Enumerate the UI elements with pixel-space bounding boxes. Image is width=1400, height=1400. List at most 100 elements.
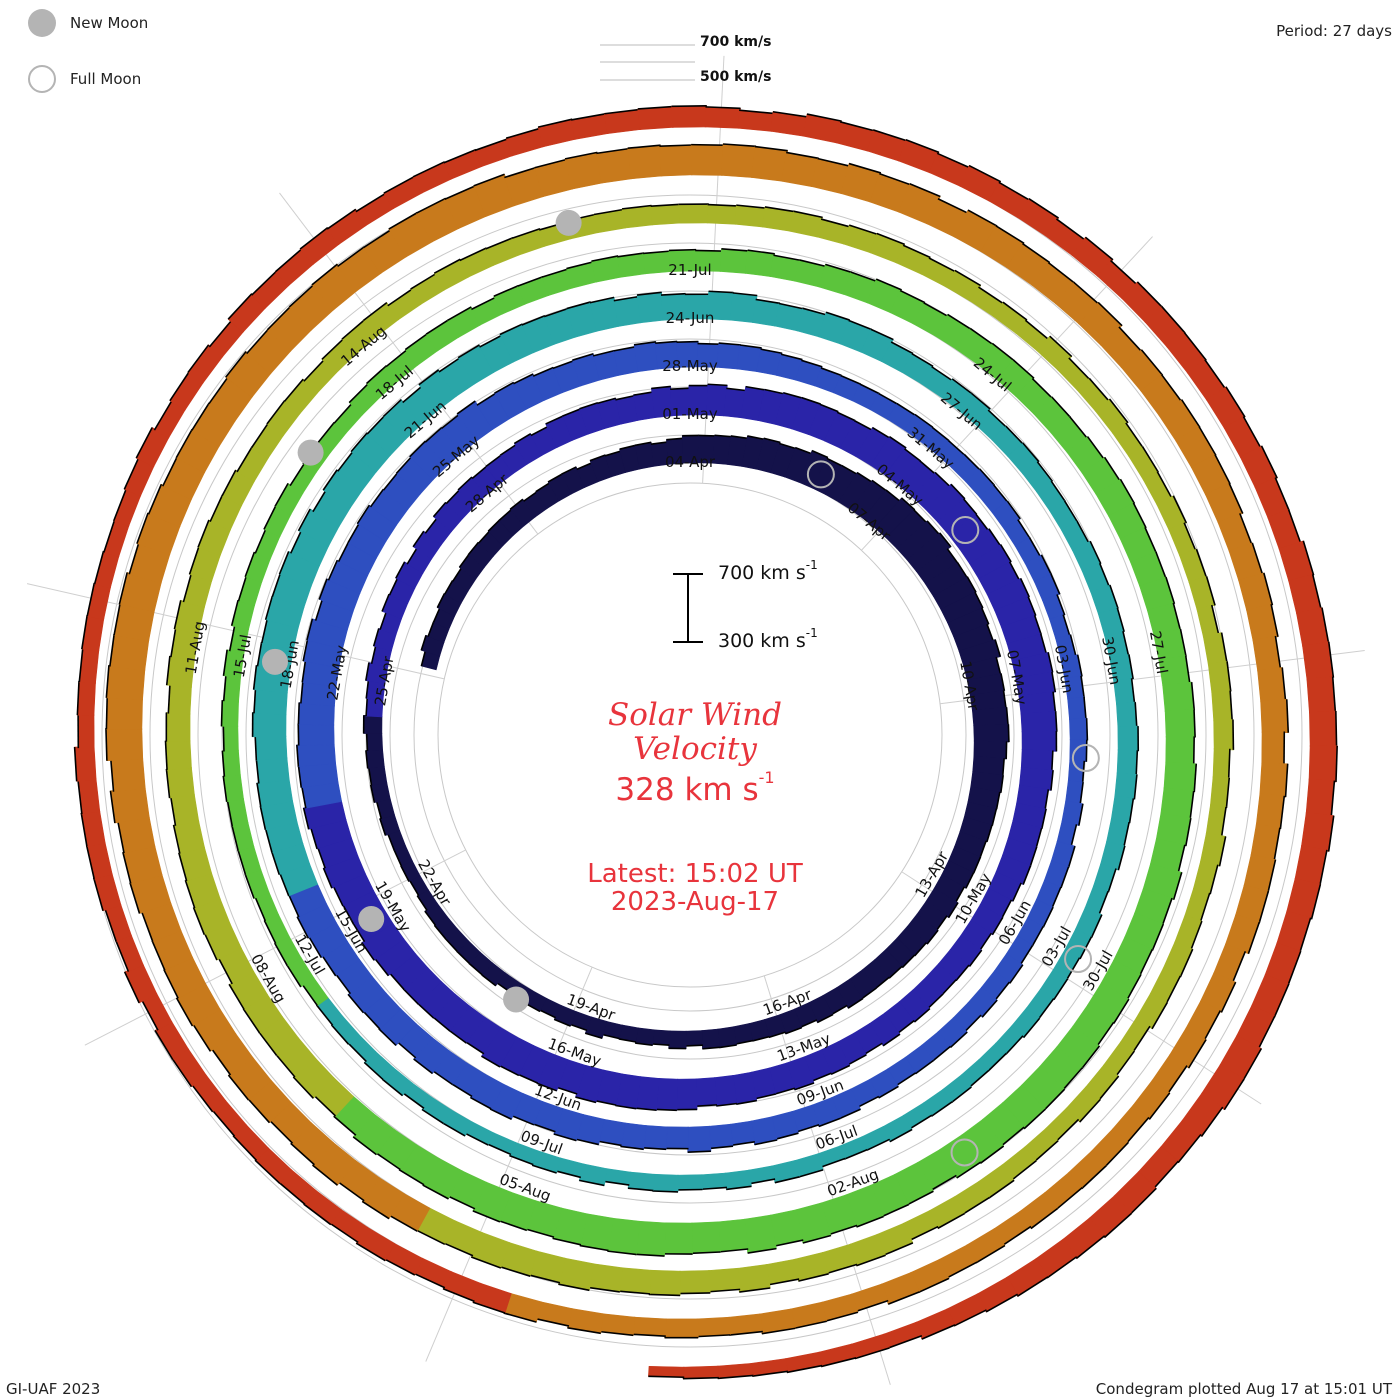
grid-spoke <box>939 650 1365 705</box>
speed-band-segment <box>252 712 287 738</box>
speed-band-segment <box>627 1171 656 1191</box>
ref-label-500: 500 km/s <box>700 69 772 85</box>
speed-band-edge <box>819 403 839 413</box>
speed-band-edge <box>889 436 907 449</box>
speed-band-edge <box>362 229 392 249</box>
speed-band-edge <box>931 426 950 442</box>
speed-band-segment <box>1163 761 1197 793</box>
speed-band-edge <box>1132 1025 1151 1053</box>
speed-band-edge <box>970 392 991 410</box>
speed-band-edge <box>192 907 206 936</box>
speed-band-segment <box>1257 667 1286 703</box>
speed-band-edge <box>442 1288 475 1303</box>
speed-band-edge <box>702 1046 720 1050</box>
speed-band-edge <box>513 373 534 385</box>
speed-band-edge <box>709 1288 741 1293</box>
speed-band-edge <box>695 249 723 252</box>
speed-band-segment <box>154 1020 190 1061</box>
speed-band-edge <box>949 1031 968 1049</box>
speed-band-edge <box>1049 335 1073 358</box>
scale-top-label: 700 km s-1 <box>718 558 818 584</box>
speed-band-edge <box>774 1087 796 1095</box>
speed-band-edge <box>1311 574 1322 610</box>
speed-band-edge <box>535 482 550 493</box>
latest-line2: 2023-Aug-17 <box>610 887 780 917</box>
speed-band-segment <box>1036 335 1073 371</box>
speed-band-edge <box>956 1161 982 1179</box>
speed-band-edge <box>937 198 969 214</box>
speed-band-segment <box>959 816 993 843</box>
speed-band-edge <box>830 1064 851 1076</box>
speed-band-edge <box>1028 536 1041 557</box>
speed-band-segment <box>1213 719 1234 751</box>
speed-band-edge <box>716 1102 738 1107</box>
speed-band-edge <box>342 904 355 925</box>
speed-band-segment <box>765 1258 800 1286</box>
speed-band-segment <box>297 723 335 746</box>
speed-band-edge <box>425 319 450 335</box>
speed-band-segment <box>106 696 143 730</box>
speed-band-edge <box>882 1203 910 1218</box>
speed-band-edge <box>355 192 386 213</box>
speed-band-edge <box>188 546 200 575</box>
speed-band-segment <box>678 203 710 224</box>
speed-band-segment <box>135 427 170 468</box>
legend-full-moon-label: Full Moon <box>70 70 142 88</box>
speed-band-edge <box>467 541 480 556</box>
speed-band-segment <box>356 504 398 543</box>
speed-band-edge <box>768 1278 800 1286</box>
period-label: Period: 27 days <box>1276 22 1392 40</box>
speed-band-edge <box>479 334 502 348</box>
speed-band-edge <box>954 269 982 287</box>
speed-band-edge <box>839 121 875 132</box>
new-moon-marker <box>555 209 582 236</box>
speed-band-edge <box>1187 1039 1207 1069</box>
speed-band-edge <box>918 1277 950 1294</box>
speed-band-edge <box>884 1242 914 1256</box>
speed-band-edge <box>847 997 864 1009</box>
speed-band-edge <box>147 483 163 515</box>
speed-band-segment <box>845 1184 884 1228</box>
speed-band-edge <box>635 1253 665 1257</box>
speed-band-edge <box>821 1157 846 1168</box>
speed-band-edge <box>365 697 369 717</box>
speed-band-edge <box>487 519 501 532</box>
speed-band-segment <box>1259 762 1288 798</box>
latest-line1: Latest: 15:02 UT <box>587 859 803 889</box>
speed-band-edge <box>163 969 179 999</box>
speed-band-edge <box>421 1108 445 1125</box>
speed-band-edge <box>731 1140 755 1146</box>
ref-label-700: 700 km/s <box>700 34 772 50</box>
speed-band-edge <box>440 414 460 430</box>
speed-band-edge <box>418 369 440 386</box>
speed-band-segment <box>634 441 655 470</box>
speed-band-edge <box>413 1058 433 1075</box>
speed-band-edge <box>1226 661 1232 692</box>
speed-band-edge <box>870 328 894 341</box>
speed-band-segment <box>254 735 288 761</box>
speed-band-edge <box>1005 1035 1024 1055</box>
speed-band-edge <box>1034 1140 1059 1162</box>
speed-band-edge <box>991 808 998 826</box>
speed-band-edge <box>831 1004 848 1015</box>
speed-band-edge <box>1190 682 1196 711</box>
speed-band-edge <box>375 801 383 819</box>
speed-band-edge <box>1098 1075 1120 1101</box>
speed-band-edge <box>1051 750 1054 771</box>
speed-band-edge <box>1227 748 1231 779</box>
speed-band-edge <box>992 484 1009 503</box>
speed-band-edge <box>575 1138 599 1146</box>
speed-band-edge <box>991 916 1004 936</box>
speed-band-segment <box>221 699 239 727</box>
speed-band-segment <box>1067 696 1087 720</box>
speed-band-edge <box>598 1140 622 1147</box>
speed-band-edge <box>1287 950 1302 986</box>
speed-band-segment <box>366 732 383 752</box>
speed-band-edge <box>1258 890 1270 924</box>
speed-band-edge <box>1047 652 1054 673</box>
speed-band-edge <box>764 206 795 213</box>
speed-band-edge <box>1011 1160 1037 1181</box>
speed-band-edge <box>627 144 661 149</box>
speed-band-segment <box>1021 730 1057 752</box>
speed-band-segment <box>110 787 150 824</box>
